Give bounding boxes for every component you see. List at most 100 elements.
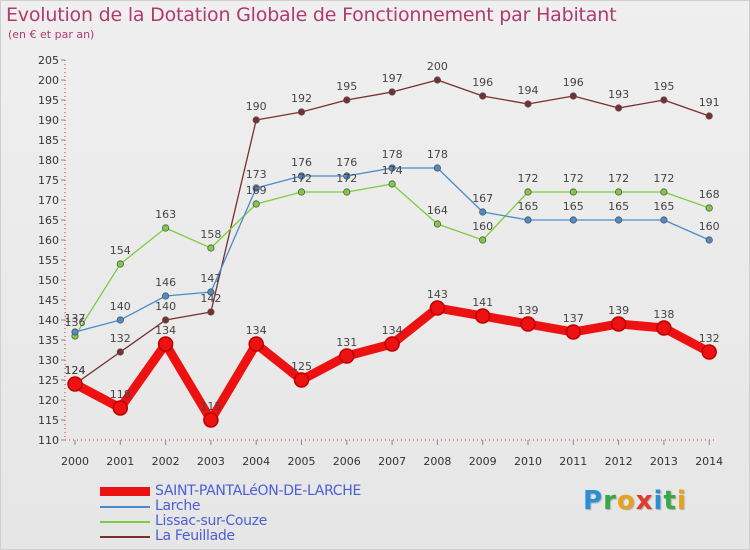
data-point-2 (297, 188, 306, 196)
data-point-2 (569, 188, 577, 196)
y-tick-label: 170 (38, 194, 59, 207)
data-point-2 (660, 188, 668, 196)
data-point-2 (252, 200, 260, 208)
data-label-3: 196 (563, 76, 584, 89)
data-point-1 (479, 208, 487, 216)
data-point-3 (207, 308, 215, 316)
data-label-3: 195 (336, 80, 357, 93)
data-point-1 (252, 184, 260, 192)
legend-swatch-lissac (100, 521, 150, 523)
y-tick-label: 165 (38, 214, 59, 227)
data-label-0: 141 (472, 296, 493, 309)
data-point-0 (112, 400, 129, 416)
data-label-0: 134 (246, 324, 267, 337)
data-label-2: 172 (291, 172, 312, 185)
data-label-2: 172 (608, 172, 629, 185)
data-label-1: 165 (518, 200, 539, 213)
data-point-2 (162, 224, 170, 232)
y-tick-label: 115 (38, 414, 59, 427)
data-label-0: 132 (699, 332, 720, 345)
x-tick-label: 2006 (333, 455, 361, 468)
legend-swatch-larche (100, 506, 150, 508)
data-point-1 (524, 216, 532, 224)
data-point-1 (343, 172, 351, 180)
data-label-1: 165 (563, 200, 584, 213)
data-point-1 (297, 172, 306, 180)
data-point-3 (705, 112, 713, 120)
data-point-1 (705, 236, 713, 244)
data-label-0: 137 (563, 312, 584, 325)
data-point-3 (569, 92, 577, 100)
data-label-0: 139 (518, 304, 539, 317)
data-label-2: 172 (563, 172, 584, 185)
x-tick-label: 2013 (650, 455, 678, 468)
data-point-0 (610, 316, 627, 332)
data-label-3: 191 (699, 96, 720, 109)
x-tick-label: 2005 (288, 455, 316, 468)
x-tick-label: 2009 (469, 455, 497, 468)
data-label-3: 142 (200, 292, 221, 305)
x-tick-label: 2014 (695, 455, 723, 468)
data-point-2 (614, 188, 623, 196)
data-point-0 (203, 412, 219, 428)
y-tick-label: 185 (38, 134, 59, 147)
x-tick-label: 2011 (559, 455, 587, 468)
data-point-1 (433, 164, 441, 172)
data-label-0: 131 (336, 336, 357, 349)
x-tick-label: 2004 (242, 455, 270, 468)
legend-label-larche: Larche (155, 498, 201, 514)
data-label-1: 176 (336, 156, 357, 169)
data-point-2 (433, 220, 441, 228)
data-label-2: 174 (382, 164, 403, 177)
data-point-3 (433, 76, 441, 84)
legend-swatch-feuillade (100, 536, 150, 538)
data-point-3 (116, 348, 124, 356)
x-tick-label: 2002 (152, 455, 180, 468)
data-point-3 (524, 100, 532, 108)
data-label-1: 147 (200, 272, 221, 285)
x-tick-label: 2008 (423, 455, 451, 468)
y-tick-label: 140 (38, 314, 59, 327)
data-label-0: 143 (427, 288, 448, 301)
data-label-0: 125 (291, 360, 312, 373)
data-point-2 (479, 236, 487, 244)
data-point-2 (343, 188, 351, 196)
y-tick-label: 145 (38, 294, 59, 307)
data-point-0 (474, 308, 491, 324)
data-label-3: 193 (608, 88, 629, 101)
y-tick-label: 135 (38, 334, 59, 347)
legend-label-feuillade: La Feuillade (155, 528, 235, 544)
y-tick-label: 130 (38, 354, 59, 367)
y-tick-label: 205 (38, 54, 59, 67)
data-point-1 (614, 216, 623, 224)
data-point-0 (656, 320, 672, 336)
data-label-1: 165 (653, 200, 674, 213)
y-tick-label: 180 (38, 154, 59, 167)
x-tick-label: 2001 (106, 455, 134, 468)
data-label-0: 115 (200, 400, 221, 413)
x-tick-label: 2012 (605, 455, 633, 468)
data-label-3: 190 (246, 100, 267, 113)
data-label-2: 172 (336, 172, 357, 185)
data-label-0: 134 (382, 324, 403, 337)
data-point-1 (162, 292, 170, 300)
data-label-0: 138 (653, 308, 674, 321)
data-point-3 (614, 104, 623, 112)
data-label-3: 132 (110, 332, 131, 345)
data-label-1: 140 (110, 300, 131, 313)
data-point-0 (520, 316, 536, 332)
data-label-3: 195 (653, 80, 674, 93)
chart-axes: 110 115 120 125 130 135 140 145 150 155 160 165 170 1… (38, 54, 723, 468)
legend-label-saint: SAINT-PANTALéON-DE-LARCHE (155, 483, 362, 499)
data-point-3 (388, 88, 396, 96)
data-point-0 (701, 344, 717, 360)
legend-label-lissac: Lissac-sur-Couze (155, 513, 268, 529)
x-tick-label: 2010 (514, 455, 542, 468)
data-point-3 (252, 116, 260, 124)
data-point-0 (157, 336, 174, 352)
data-label-2: 168 (699, 188, 720, 201)
data-point-1 (660, 216, 668, 224)
legend-swatch-saint (100, 487, 150, 496)
